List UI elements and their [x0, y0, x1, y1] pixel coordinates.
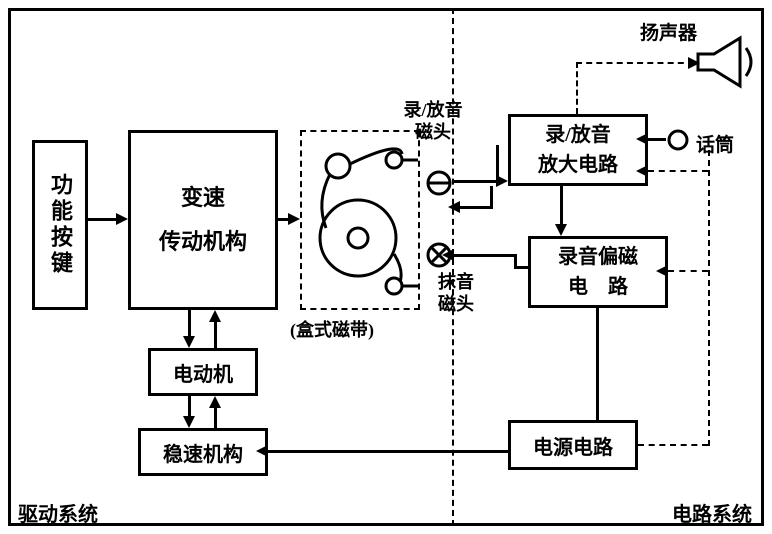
rec-play-head-label: 录/放音 磁头 [388, 100, 478, 143]
arrow-amp-to-head [448, 201, 460, 213]
function-keys-label: 功能按键 [44, 173, 76, 277]
function-keys-block: 功能按键 [32, 140, 88, 310]
arrow-stab-to-motor [209, 396, 221, 408]
speed-stabilizer-label: 稳速机构 [163, 438, 243, 467]
conn-motor-stab-v1 [188, 396, 191, 416]
rec-play-head-icon [424, 168, 454, 198]
conn-head-amp [454, 180, 496, 183]
speed-mechanism-line1: 变速 [181, 176, 225, 220]
erase-head-label: 抹音 磁头 [426, 272, 486, 315]
arrow-motor-to-stab [183, 416, 195, 428]
power-block: 电源电路 [508, 420, 638, 470]
conn-power-stab [268, 450, 508, 453]
speed-mechanism-line2: 传动机构 [159, 220, 247, 264]
conn-fn-to-speed [88, 218, 116, 221]
speaker-label: 扬声器 [640, 18, 697, 45]
arrow-speed-to-motor [183, 336, 195, 348]
power-label: 电源电路 [533, 431, 613, 460]
conn-speed-motor-v1 [188, 310, 191, 336]
conn-bias-erase-h [454, 254, 516, 257]
cassette-internals [300, 130, 420, 310]
conn-amp-head-v [490, 186, 493, 208]
diagram-canvas: 功能按键 变速 传动机构 电动机 稳速机构 (盒式磁带) [0, 0, 772, 534]
arrow-power-to-amp [636, 165, 648, 177]
arrow-amp-to-bias [555, 224, 567, 236]
rec-bias-line1: 录音偏磁 [558, 242, 638, 272]
conn-bias-erase-h2 [514, 266, 528, 269]
rec-play-amp-line2: 放大电路 [538, 150, 618, 180]
conn-power-amp-h [648, 170, 708, 172]
arrow-amp-to-speaker [688, 57, 700, 69]
conn-speed-to-cassette [278, 218, 288, 221]
mic-icon [666, 128, 690, 152]
arrow-bias-to-erase [442, 249, 454, 261]
motor-label: 电动机 [173, 358, 233, 387]
conn-power-bias-h [668, 270, 708, 272]
conn-power-right-h [638, 444, 708, 446]
conn-stab-motor-v2 [214, 408, 217, 428]
arrow-speed-to-cassette [288, 213, 300, 225]
conn-mic-amp [648, 138, 666, 141]
motor-block: 电动机 [148, 348, 258, 396]
speaker-icon [694, 34, 764, 94]
rec-bias-block: 录音偏磁 电 路 [528, 236, 668, 308]
conn-power-bias-v [596, 308, 599, 420]
conn-amp-speaker-v [576, 62, 578, 114]
arrow-mic-to-amp [636, 133, 648, 145]
mic-label: 话筒 [696, 130, 734, 157]
conn-motor-speed-v2 [214, 322, 217, 348]
rec-play-amp-block: 录/放音 放大电路 [508, 114, 648, 186]
rec-bias-line2: 电 路 [568, 272, 628, 302]
conn-amp-speaker-h [576, 62, 694, 64]
circuit-system-label: 电路系统 [672, 498, 752, 527]
cassette-caption: (盒式磁带) [290, 316, 374, 342]
speed-mechanism-block: 变速 传动机构 [128, 130, 278, 310]
rec-play-amp-line1: 录/放音 [545, 120, 611, 150]
arrow-fn-to-speed [116, 213, 128, 225]
conn-amp-head-h [460, 206, 493, 209]
arrow-motor-to-speed [209, 310, 221, 322]
speed-stabilizer-block: 稳速机构 [138, 428, 268, 476]
arrow-power-to-bias [656, 265, 668, 277]
conn-amp-down [496, 145, 499, 183]
conn-amp-bias [560, 186, 563, 224]
drive-system-label: 驱动系统 [18, 498, 98, 527]
arrow-power-to-stab [256, 445, 268, 457]
conn-power-right-v [708, 150, 710, 446]
